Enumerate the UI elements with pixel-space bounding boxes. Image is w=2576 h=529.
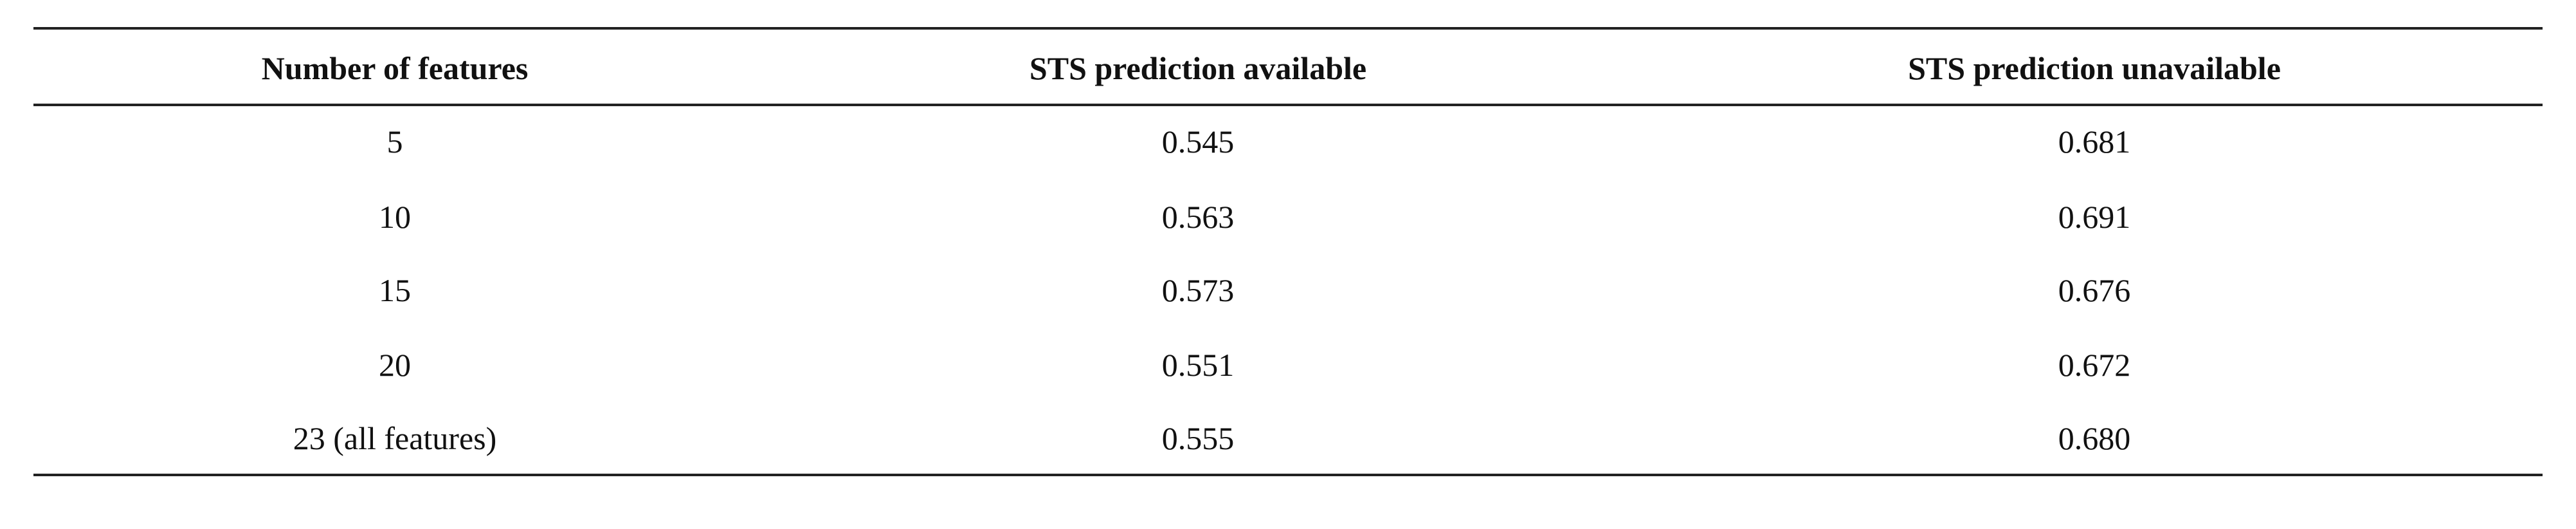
table-cell: 0.691 <box>2058 199 2131 235</box>
table-cell: 0.551 <box>1161 347 1235 383</box>
table-cell: 23 (all features) <box>293 420 497 456</box>
bottom-rule <box>33 474 2543 476</box>
table-cell: 0.573 <box>1161 272 1235 308</box>
table-cell: 10 <box>379 199 411 235</box>
table-cell: 0.555 <box>1161 420 1235 456</box>
table-cell: 0.563 <box>1161 199 1235 235</box>
header-cell: STS prediction available <box>1029 50 1367 86</box>
table-cell: 0.681 <box>2058 124 2131 160</box>
header-rule <box>33 104 2543 106</box>
table-cell: 0.676 <box>2058 272 2131 308</box>
header-cell: Number of features <box>261 50 529 86</box>
table-cell: 0.672 <box>2058 347 2131 383</box>
header-cell: STS prediction unavailable <box>1908 50 2281 86</box>
table-cell: 20 <box>379 347 411 383</box>
table-cell: 15 <box>379 272 411 308</box>
table-cell: 5 <box>386 124 403 160</box>
table-cell: 0.680 <box>2058 420 2131 456</box>
top-rule <box>33 27 2543 30</box>
table-cell: 0.545 <box>1161 124 1235 160</box>
